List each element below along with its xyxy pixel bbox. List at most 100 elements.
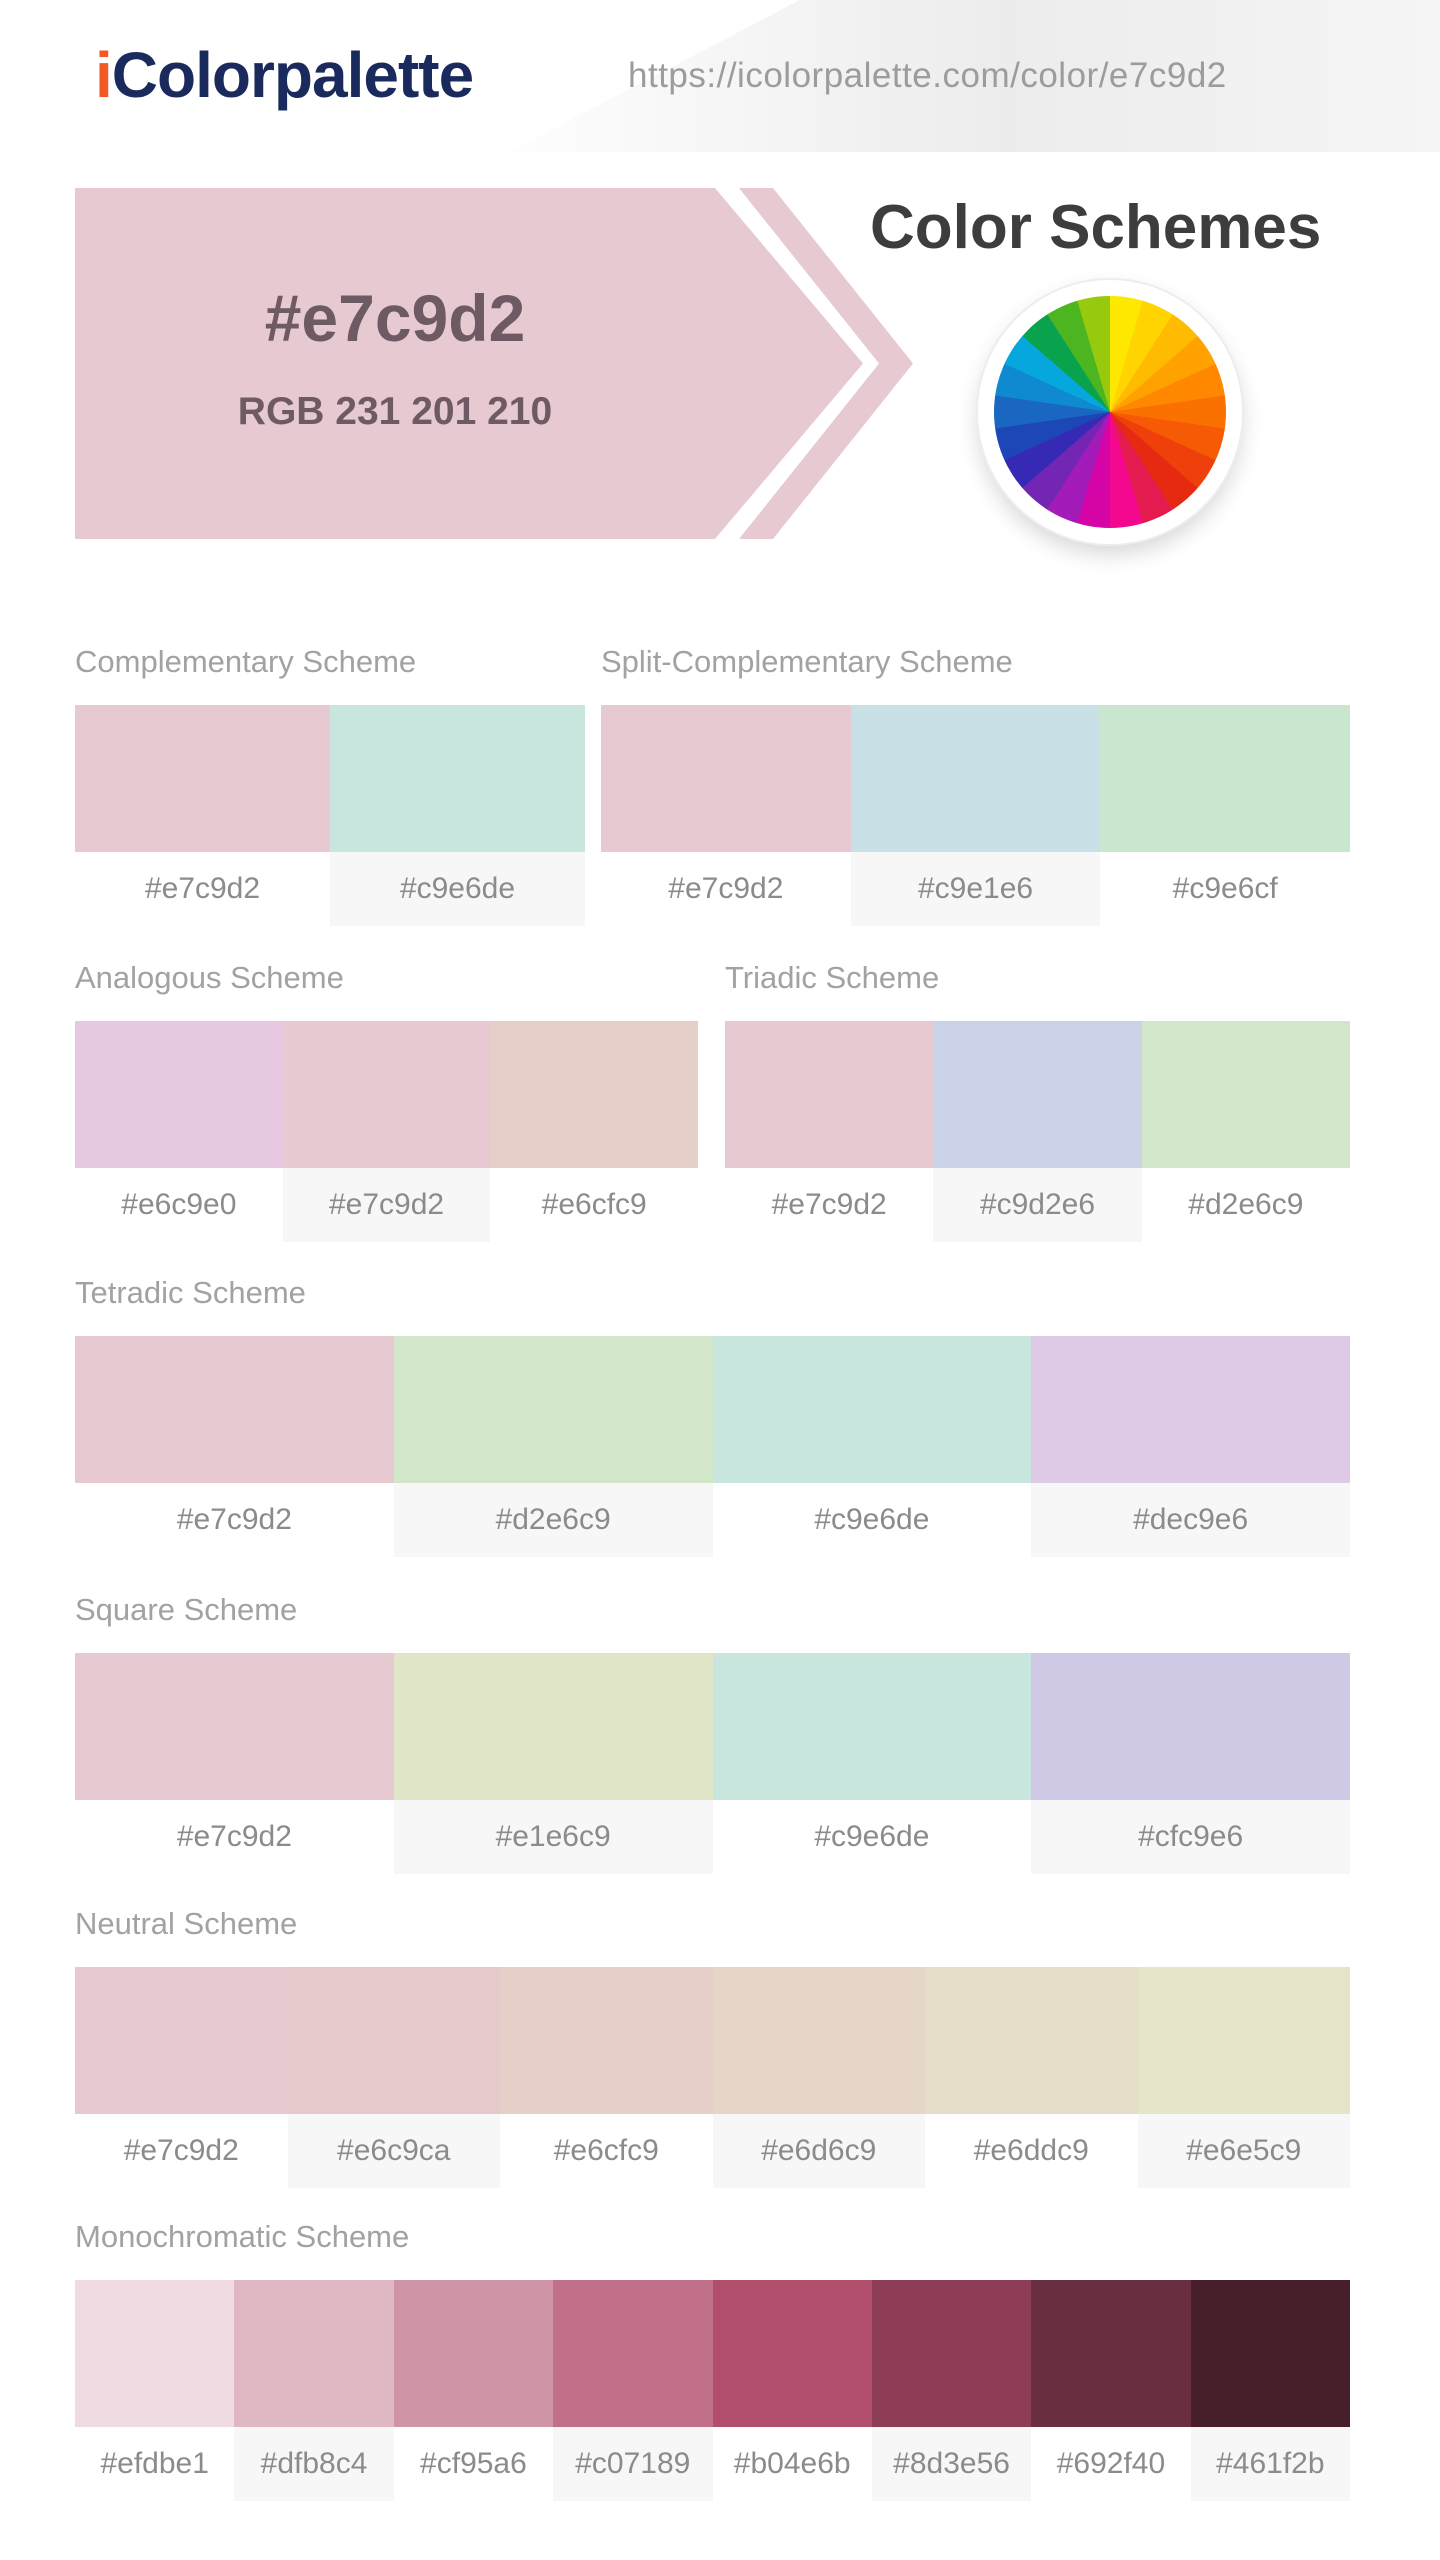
site-logo[interactable]: iColorpalette [95,38,474,112]
hex-label: #e7c9d2 [176,1503,292,1536]
color-swatch[interactable] [553,2280,713,2427]
page-url-text: https://icolorpalette.com/color/e7c9d2 [628,56,1227,95]
swatch-row [75,1021,699,1168]
banner-arrow-shape [75,188,913,539]
color-swatch[interactable] [1190,2280,1350,2427]
color-swatch[interactable] [1100,705,1351,852]
hex-label-row: #e7c9d2 #d2e6c9 #c9e6de #dec9e6 [75,1483,1350,1557]
hex-label: #e6e5c9 [1137,2114,1350,2188]
color-swatch[interactable] [75,1653,394,1800]
hex-label: #e6d6c9 [712,2114,925,2188]
swatch-row [75,1967,1350,2114]
color-swatch[interactable] [712,2280,872,2427]
hex-label: #e7c9d2 [668,872,784,905]
color-schemes-title: Color Schemes [870,193,1322,262]
color-swatch[interactable] [500,1967,713,2114]
hex-label: #c9e6cf [1172,872,1278,905]
color-swatch[interactable] [933,1021,1142,1168]
color-swatch[interactable] [75,1021,283,1168]
color-swatch[interactable] [712,1653,1032,1800]
hex-label: #efdbe1 [100,2447,209,2480]
hex-label: #e1e6c9 [393,1800,713,1874]
color-swatch[interactable] [393,1653,713,1800]
hex-label: #cfc9e6 [1031,1800,1350,1874]
hex-label: #692f40 [1056,2447,1166,2480]
hex-label: #e6c9e0 [121,1188,237,1221]
color-swatch[interactable] [234,2280,394,2427]
hex-label: #dec9e6 [1031,1483,1350,1557]
color-swatch[interactable] [871,2280,1032,2427]
color-swatch[interactable] [75,1967,288,2114]
color-swatch[interactable] [75,705,330,852]
scheme-square: Square Scheme #e7c9d2 #e1e6c9 #c9e6de #c… [75,1590,1350,1874]
scheme-split-complementary: Split-Complementary Scheme #e7c9d2 #c9e1… [601,642,1351,926]
swatch-row [75,1336,1350,1483]
scheme-title: Tetradic Scheme [75,1275,306,1310]
scheme-complementary: Complementary Scheme #e7c9d2 #c9e6de [75,642,585,926]
scheme-monochromatic: Monochromatic Scheme #efdbe1 #dfb8c4 #cf… [75,2217,1350,2501]
hex-label: #dfb8c4 [234,2427,394,2501]
color-swatch[interactable] [1031,1336,1350,1483]
color-swatch[interactable] [75,1336,394,1483]
color-swatch[interactable] [1031,2280,1191,2427]
hex-label: #8d3e56 [871,2427,1032,2501]
color-swatch[interactable] [712,1336,1032,1483]
color-wheel [994,296,1226,528]
swatch-row [75,705,585,852]
banner-arrow-body [75,188,863,539]
hex-label: #c07189 [553,2427,713,2501]
hex-label: #c9e6de [330,852,585,926]
hex-label: #e6ddc9 [973,2134,1089,2167]
scheme-title: Analogous Scheme [75,960,344,995]
color-swatch[interactable] [712,1967,925,2114]
hex-label-row: #e7c9d2 #c9d2e6 #d2e6c9 [725,1168,1350,1242]
hex-label: #c9d2e6 [933,1168,1142,1242]
hex-label-row: #efdbe1 #dfb8c4 #cf95a6 #c07189 #b04e6b … [75,2427,1350,2501]
hex-label: #b04e6b [733,2447,851,2480]
banner-arrow-chevron [739,188,913,539]
color-swatch[interactable] [287,1967,500,2114]
hex-label: #cf95a6 [420,2447,527,2480]
hex-label: #e6cfc9 [541,1188,647,1221]
color-swatch[interactable] [393,1336,713,1483]
color-swatch[interactable] [1031,1653,1350,1800]
logo-text: Colorpalette [111,39,474,111]
color-swatch[interactable] [1141,1021,1350,1168]
hex-label: #c9e6de [814,1820,930,1853]
color-swatch[interactable] [490,1021,699,1168]
swatch-row [725,1021,1350,1168]
swatch-row [601,705,1351,852]
color-swatch[interactable] [725,1021,934,1168]
hex-label-row: #e7c9d2 #c9e6de [75,852,585,926]
scheme-title: Triadic Scheme [725,960,940,995]
hex-label: #d2e6c9 [393,1483,713,1557]
swatch-row [75,1653,1350,1800]
color-swatch[interactable] [850,705,1101,852]
hex-label-row: #e7c9d2 #e1e6c9 #c9e6de #cfc9e6 [75,1800,1350,1874]
hex-label: #d2e6c9 [1188,1188,1304,1221]
scheme-analogous: Analogous Scheme #e6c9e0 #e7c9d2 #e6cfc9 [75,958,699,1242]
color-swatch[interactable] [1137,1967,1350,2114]
color-swatch[interactable] [282,1021,491,1168]
hex-label: #e6c9ca [287,2114,500,2188]
scheme-title: Square Scheme [75,1592,298,1627]
color-swatch[interactable] [601,705,851,852]
color-swatch[interactable] [330,705,585,852]
scheme-title: Split-Complementary Scheme [601,644,1013,679]
banner-hex-code: #e7c9d2 [264,281,526,355]
color-swatch[interactable] [75,2280,235,2427]
hex-label-row: #e7c9d2 #c9e1e6 #c9e6cf [601,852,1350,926]
scheme-title: Neutral Scheme [75,1906,298,1941]
logo-accent-letter: i [95,39,113,111]
hex-label-row: #e7c9d2 #e6c9ca #e6cfc9 #e6d6c9 #e6ddc9 … [75,2114,1350,2188]
color-swatch[interactable] [925,1967,1138,2114]
swatch-row [75,2280,1350,2427]
hex-label: #c9e1e6 [850,852,1101,926]
scheme-tetradic: Tetradic Scheme #e7c9d2 #d2e6c9 #c9e6de … [75,1273,1350,1557]
hex-label: #e7c9d2 [176,1820,292,1853]
hex-label-row: #e6c9e0 #e7c9d2 #e6cfc9 [75,1168,698,1242]
color-swatch[interactable] [393,2280,554,2427]
hex-label: #e7c9d2 [144,872,261,905]
hex-label: #e6cfc9 [553,2134,659,2167]
hex-label: #e7c9d2 [123,2134,239,2167]
